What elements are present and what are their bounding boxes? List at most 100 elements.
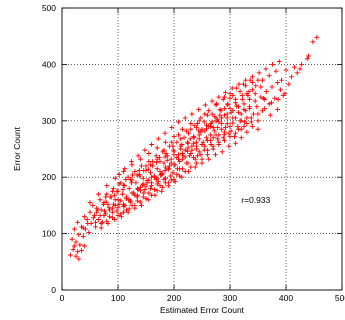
data-point xyxy=(230,93,236,98)
data-point xyxy=(244,129,250,135)
data-point xyxy=(85,221,91,226)
data-point xyxy=(96,217,101,222)
data-point xyxy=(114,188,120,194)
data-point xyxy=(216,119,222,125)
data-point xyxy=(118,198,124,204)
data-point xyxy=(250,74,255,80)
data-point xyxy=(200,139,206,145)
data-point xyxy=(141,168,147,173)
data-point xyxy=(143,183,149,189)
data-point xyxy=(162,168,168,173)
data-point xyxy=(191,122,197,128)
correlation-annotation: r=0.933 xyxy=(241,195,270,205)
data-point xyxy=(238,126,244,132)
data-point xyxy=(134,194,140,200)
data-point xyxy=(150,163,156,169)
data-points xyxy=(68,34,320,262)
data-point xyxy=(241,124,247,129)
data-point xyxy=(225,102,231,108)
data-point xyxy=(139,163,144,169)
data-point xyxy=(161,177,167,182)
data-point xyxy=(215,117,221,123)
x-tick-label: 100 xyxy=(111,293,125,303)
data-point xyxy=(161,147,167,153)
data-point xyxy=(191,135,197,141)
data-point xyxy=(168,177,174,183)
data-point xyxy=(140,181,146,187)
data-point xyxy=(163,139,168,145)
data-point xyxy=(224,111,230,117)
data-point xyxy=(194,146,199,152)
data-point xyxy=(196,118,202,124)
y-axis-label: Error Count xyxy=(12,126,22,171)
data-point xyxy=(286,81,292,87)
data-point xyxy=(216,142,222,147)
data-point xyxy=(174,166,180,172)
data-point xyxy=(275,96,281,102)
data-point xyxy=(136,168,142,173)
data-point xyxy=(93,224,98,230)
data-point xyxy=(269,100,274,106)
data-point xyxy=(230,108,236,114)
data-point xyxy=(70,246,76,252)
data-point xyxy=(152,187,157,193)
data-point xyxy=(133,180,139,186)
x-axis-label: Estimated Error Count xyxy=(160,305,245,315)
y-tick-label: 200 xyxy=(42,172,56,182)
data-point xyxy=(148,186,153,191)
data-point xyxy=(158,172,163,178)
data-point xyxy=(153,177,159,182)
data-point xyxy=(162,130,168,136)
data-point xyxy=(314,34,320,40)
data-point xyxy=(217,112,223,118)
data-point xyxy=(230,115,236,121)
data-point xyxy=(118,214,124,220)
y-tick-label: 400 xyxy=(42,59,56,69)
data-point xyxy=(163,151,169,156)
data-point xyxy=(201,147,207,153)
data-point xyxy=(121,209,126,215)
data-point xyxy=(115,205,121,211)
data-point xyxy=(227,105,233,111)
data-point xyxy=(211,113,217,119)
data-point xyxy=(220,135,226,141)
data-point xyxy=(244,91,250,97)
data-point xyxy=(229,85,235,91)
data-point xyxy=(199,156,205,162)
data-point xyxy=(276,59,282,64)
data-point xyxy=(275,80,280,85)
data-point xyxy=(217,107,223,112)
data-point xyxy=(104,218,110,224)
data-point xyxy=(214,101,219,107)
data-point xyxy=(205,112,210,118)
data-point xyxy=(98,221,104,226)
data-point xyxy=(114,208,120,214)
data-point xyxy=(107,194,113,200)
data-point xyxy=(264,89,269,94)
data-point xyxy=(129,159,134,164)
data-point xyxy=(180,166,185,172)
data-point xyxy=(191,140,196,146)
data-point xyxy=(153,153,159,159)
data-point xyxy=(255,111,261,117)
data-point xyxy=(198,115,204,121)
data-point xyxy=(222,112,227,118)
data-point xyxy=(176,119,181,125)
data-point xyxy=(232,134,237,139)
plot-frame xyxy=(61,7,343,291)
data-point xyxy=(272,95,278,101)
data-point xyxy=(219,126,224,132)
data-point xyxy=(198,152,204,158)
data-point xyxy=(192,164,198,170)
data-point xyxy=(185,139,190,145)
data-point xyxy=(168,173,174,179)
data-point xyxy=(135,187,141,193)
data-point xyxy=(239,93,245,98)
data-point xyxy=(122,166,128,172)
data-point xyxy=(238,111,244,117)
data-point xyxy=(176,132,181,138)
data-point xyxy=(131,190,137,196)
data-point xyxy=(195,153,200,159)
y-tick-label: 300 xyxy=(42,116,56,126)
